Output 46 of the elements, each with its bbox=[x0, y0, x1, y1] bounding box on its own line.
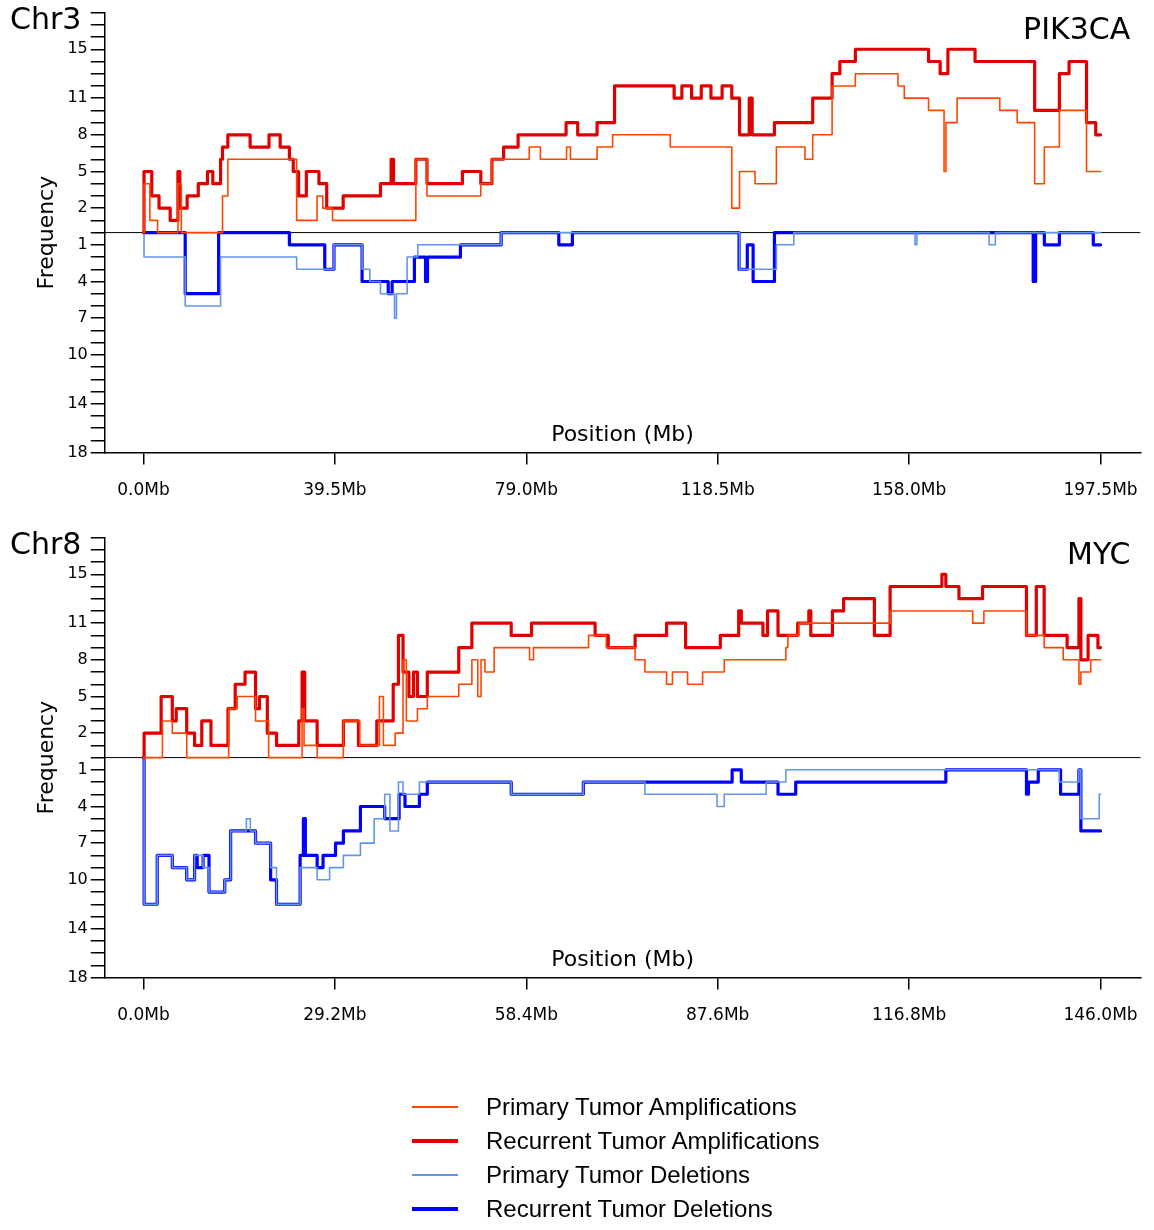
annotation: MYC bbox=[1067, 536, 1131, 572]
y-tick-label: 10 bbox=[67, 343, 88, 363]
y-tick-label: 11 bbox=[67, 612, 88, 632]
y-tick-label: 1 bbox=[77, 233, 88, 253]
x-tick-label: 58.4Mb bbox=[494, 1004, 558, 1025]
annotation: PIK3CA bbox=[1023, 11, 1131, 47]
y-tick-label: 10 bbox=[67, 868, 88, 888]
legend-label: Recurrent Tumor Amplifications bbox=[486, 1127, 820, 1155]
y-tick-label: 18 bbox=[67, 441, 88, 461]
y-tick-label: 1 bbox=[77, 758, 88, 778]
y-tick-label: 11 bbox=[67, 87, 88, 107]
x-axis-title: Position (Mb) bbox=[551, 946, 695, 972]
y-tick-label: 4 bbox=[77, 270, 88, 290]
chart-title: Chr8 bbox=[10, 525, 82, 561]
x-tick-label: 197.5Mb bbox=[1063, 479, 1138, 500]
y-tick-label: 2 bbox=[77, 722, 88, 742]
y-tick-label: 5 bbox=[77, 160, 88, 180]
y-tick-label: 15 bbox=[67, 38, 88, 58]
x-tick-label: 118.5Mb bbox=[680, 479, 755, 500]
x-axis-title: Position (Mb) bbox=[551, 421, 694, 447]
x-tick-label: 79.0Mb bbox=[494, 479, 558, 500]
y-tick-label: 7 bbox=[77, 307, 88, 327]
y-tick-label: 14 bbox=[67, 917, 88, 937]
chart-title: Chr3 bbox=[10, 0, 82, 36]
y-tick-label: 18 bbox=[67, 966, 88, 986]
y-tick-label: 15 bbox=[67, 563, 88, 583]
x-tick-label: 146.0Mb bbox=[1063, 1004, 1138, 1025]
legend-label: Recurrent Tumor Deletions bbox=[486, 1195, 773, 1223]
y-axis-title: Frequency bbox=[32, 175, 58, 290]
x-tick-label: 39.5Mb bbox=[303, 479, 367, 500]
y-tick-label: 8 bbox=[77, 648, 88, 668]
x-tick-label: 87.6Mb bbox=[686, 1004, 750, 1025]
x-tick-label: 29.2Mb bbox=[303, 1004, 367, 1025]
y-tick-label: 5 bbox=[77, 685, 88, 705]
y-tick-label: 14 bbox=[67, 392, 88, 412]
legend-label: Primary Tumor Deletions bbox=[486, 1161, 751, 1189]
y-tick-label: 2 bbox=[77, 197, 88, 217]
y-tick-label: 8 bbox=[77, 123, 88, 143]
x-tick-label: 0.0Mb bbox=[117, 1004, 170, 1025]
x-tick-label: 116.8Mb bbox=[872, 1004, 947, 1025]
x-tick-label: 158.0Mb bbox=[872, 479, 947, 500]
legend-label: Primary Tumor Amplifications bbox=[486, 1093, 797, 1121]
x-tick-label: 0.0Mb bbox=[117, 479, 170, 500]
y-tick-label: 7 bbox=[77, 832, 88, 852]
y-axis-title: Frequency bbox=[32, 700, 58, 815]
y-tick-label: 4 bbox=[77, 795, 88, 815]
